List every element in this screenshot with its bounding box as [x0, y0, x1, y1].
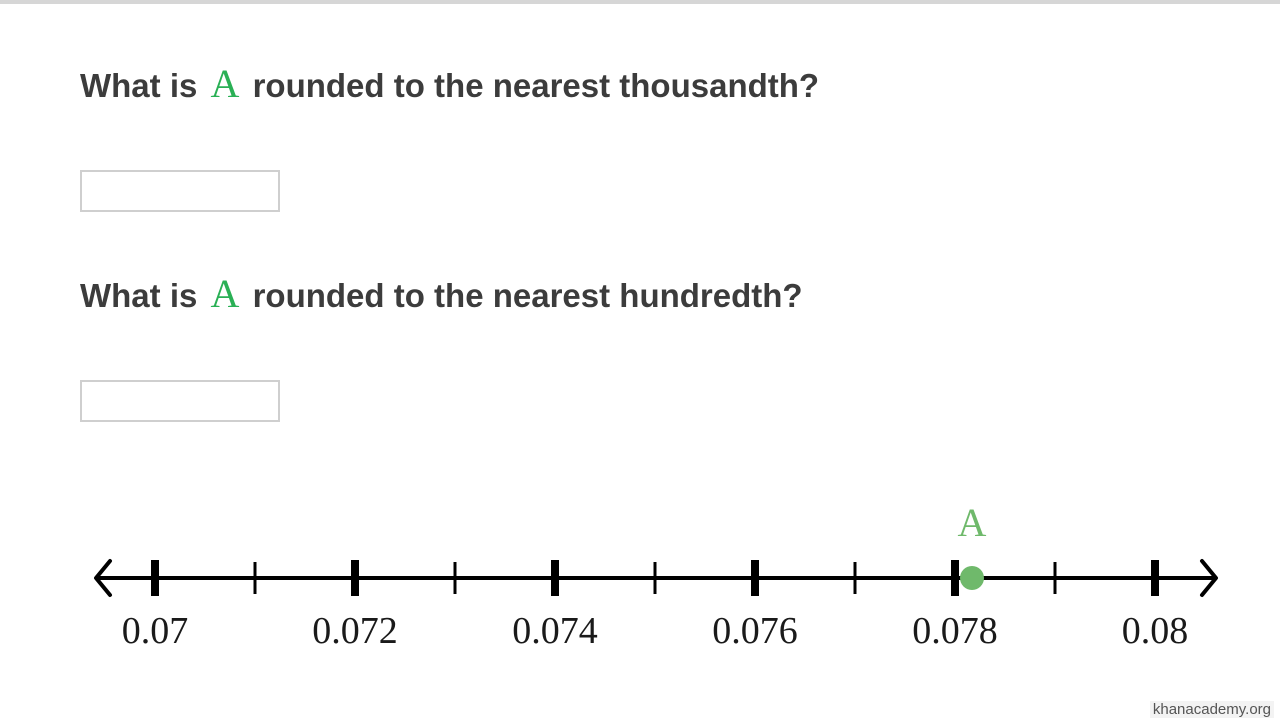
- point-a-label: A: [958, 500, 987, 545]
- number-line-tick-labels: 0.07 0.072 0.074 0.076 0.078 0.08: [122, 610, 1189, 652]
- answer-input-hundredth[interactable]: [80, 380, 280, 422]
- question-hundredth: What is A rounded to the nearest hundred…: [80, 274, 803, 314]
- watermark: khanacademy.org: [1149, 701, 1274, 718]
- right-arrow-icon: [1200, 559, 1218, 597]
- left-arrow-icon: [94, 559, 112, 597]
- number-line: 0.07 0.072 0.074 0.076 0.078 0.08 A: [94, 500, 1218, 652]
- question-prefix: What is: [80, 277, 198, 314]
- tick-label: 0.072: [312, 610, 398, 652]
- tick-label: 0.076: [712, 610, 798, 652]
- tick-label: 0.074: [512, 610, 598, 652]
- point-a-marker: [960, 566, 984, 590]
- variable-a-label: A: [210, 61, 240, 106]
- tick-label: 0.07: [122, 610, 189, 652]
- answer-input-thousandth[interactable]: [80, 170, 280, 212]
- question-thousandth: What is A rounded to the nearest thousan…: [80, 64, 819, 104]
- question-prefix: What is: [80, 67, 198, 104]
- question-suffix: rounded to the nearest hundredth?: [252, 277, 803, 314]
- variable-a-label: A: [210, 271, 240, 316]
- tick-label: 0.078: [912, 610, 998, 652]
- question-suffix: rounded to the nearest thousandth?: [252, 67, 820, 104]
- top-border-strip: [0, 0, 1280, 4]
- tick-label: 0.08: [1122, 610, 1189, 652]
- number-line-ticks: [151, 560, 1159, 596]
